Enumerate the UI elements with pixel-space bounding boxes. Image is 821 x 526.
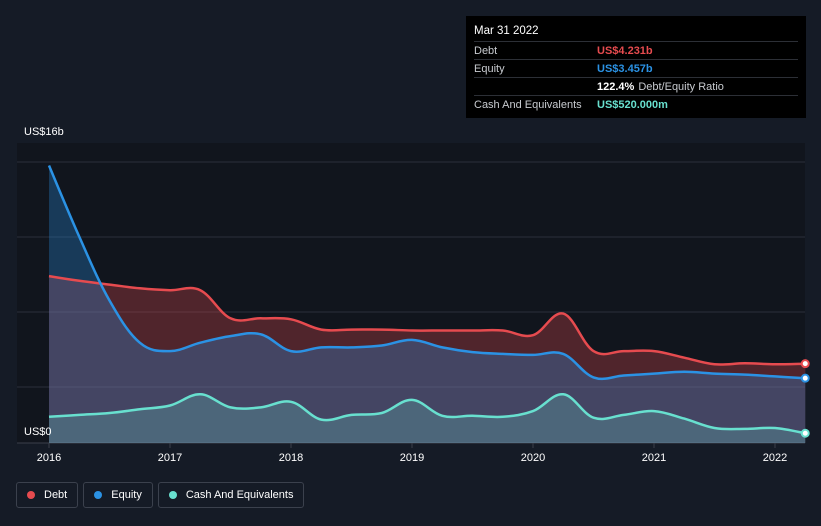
x-tick-label: 2016: [37, 452, 61, 464]
x-tick-label: 2019: [400, 452, 424, 464]
x-tick-label: 2018: [279, 452, 303, 464]
cash-and-equivalents-line: [48, 393, 806, 435]
tooltip-ratio-value: 122.4%: [597, 80, 635, 93]
legend-item-cash[interactable]: Cash And Equivalents: [157, 482, 305, 508]
tooltip-debt-label: Debt: [474, 44, 498, 57]
tooltip-equity-value: US$3.457b: [597, 62, 653, 75]
legend-cash-label: Cash And Equivalents: [185, 489, 294, 501]
legend-item-debt[interactable]: Debt: [16, 482, 79, 508]
tooltip-row-ratio: 122.4% Debt/Equity Ratio: [474, 77, 798, 95]
x-tick-label: 2017: [158, 452, 182, 464]
equity-dot-icon: [94, 491, 103, 499]
cash-and-equivalents-end-point: [800, 428, 810, 438]
tooltip-cash-value: US$520.000m: [597, 98, 668, 111]
debt-dot-icon: [27, 491, 35, 499]
plot-background: [17, 143, 805, 443]
tooltip-debt-value: US$4.231b: [597, 44, 653, 57]
equity-end-point: [800, 373, 810, 383]
tooltip-equity-label: Equity: [474, 62, 505, 75]
data-tooltip: Mar 31 2022 Debt US$4.231b Equity US$3.4…: [466, 16, 806, 118]
y-tick-label: US$16b: [24, 126, 64, 138]
tooltip-cash-label: Cash And Equivalents: [474, 98, 582, 111]
tooltip-row-debt: Debt US$4.231b: [474, 41, 798, 59]
y-tick-label: US$0: [24, 426, 52, 438]
legend-debt-label: Debt: [44, 489, 68, 501]
debt-line: [48, 274, 806, 366]
tooltip-row-equity: Equity US$3.457b: [474, 59, 798, 77]
equity-line: [47, 165, 806, 381]
cash-and-equivalents-area: [49, 394, 806, 443]
legend-equity-label: Equity: [111, 489, 142, 501]
tooltip-ratio-label: Debt/Equity Ratio: [638, 80, 724, 93]
x-tick-label: 2022: [763, 452, 787, 464]
tooltip-row-cash: Cash And Equivalents US$520.000m: [474, 95, 798, 113]
debt-area: [49, 276, 806, 443]
equity-area: [49, 165, 806, 443]
tooltip-date: Mar 31 2022: [474, 25, 539, 37]
chart-legend: Debt Equity Cash And Equivalents: [16, 482, 305, 508]
x-tick-label: 2021: [642, 452, 666, 464]
debt-end-point: [800, 359, 810, 369]
cash-dot-icon: [168, 491, 177, 499]
x-tick-label: 2020: [521, 452, 545, 464]
legend-item-equity[interactable]: Equity: [83, 482, 153, 508]
